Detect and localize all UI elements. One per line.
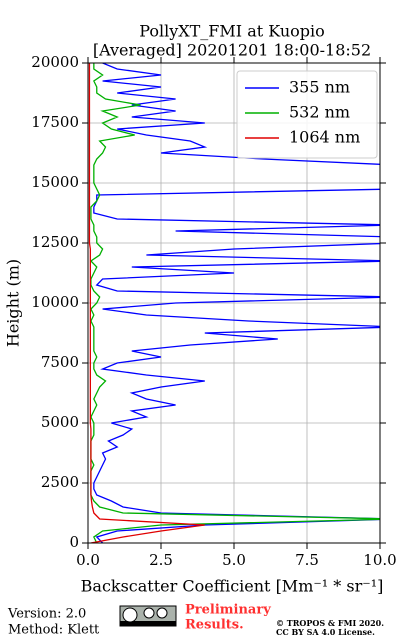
legend-label: 1064 nm — [289, 128, 360, 147]
y-tick-label: 10000 — [31, 293, 79, 311]
x-tick-label: 10.0 — [363, 551, 396, 569]
y-tick-label: 0 — [69, 533, 79, 551]
x-axis-label: Backscatter Coefficient [Mm⁻¹ * sr⁻¹] — [81, 577, 384, 596]
y-tick-label: 17500 — [31, 113, 79, 131]
cc-logo — [119, 605, 177, 627]
x-tick-label: 7.5 — [295, 551, 319, 569]
data-line — [89, 63, 380, 543]
y-tick-label: 7500 — [41, 353, 79, 371]
legend-label: 355 nm — [289, 78, 350, 97]
license: CC BY SA 4.0 License. — [276, 627, 375, 637]
version: Version: 2.0 — [7, 607, 86, 622]
legend-label: 532 nm — [289, 103, 350, 122]
y-tick-label: 2500 — [41, 473, 79, 491]
method: Method: Klett — [8, 623, 100, 638]
y-axis-label: Height (m) — [4, 259, 23, 347]
y-tick-label: 5000 — [41, 413, 79, 431]
notice: Results. — [185, 618, 244, 633]
plot-lines — [88, 63, 380, 543]
notice: Preliminary — [185, 603, 271, 618]
legend-box — [236, 70, 378, 159]
y-tick-label: 20000 — [31, 53, 79, 71]
copyright: © TROPOS & FMI 2020. — [276, 618, 384, 628]
y-tick-label: 15000 — [31, 173, 79, 191]
y-tick-label: 12500 — [31, 233, 79, 251]
chart-title: PollyXT_FMI at Kuopio — [139, 22, 325, 41]
data-line — [88, 63, 205, 543]
data-line — [93, 63, 380, 543]
x-tick-label: 0.0 — [76, 551, 100, 569]
chart-subtitle: [Averaged] 20201201 18:00-18:52 — [93, 41, 371, 60]
legend: 355 nm 532 nm 1064 nm — [236, 70, 378, 159]
x-tick-label: 2.5 — [149, 551, 173, 569]
x-tick-label: 5.0 — [222, 551, 246, 569]
